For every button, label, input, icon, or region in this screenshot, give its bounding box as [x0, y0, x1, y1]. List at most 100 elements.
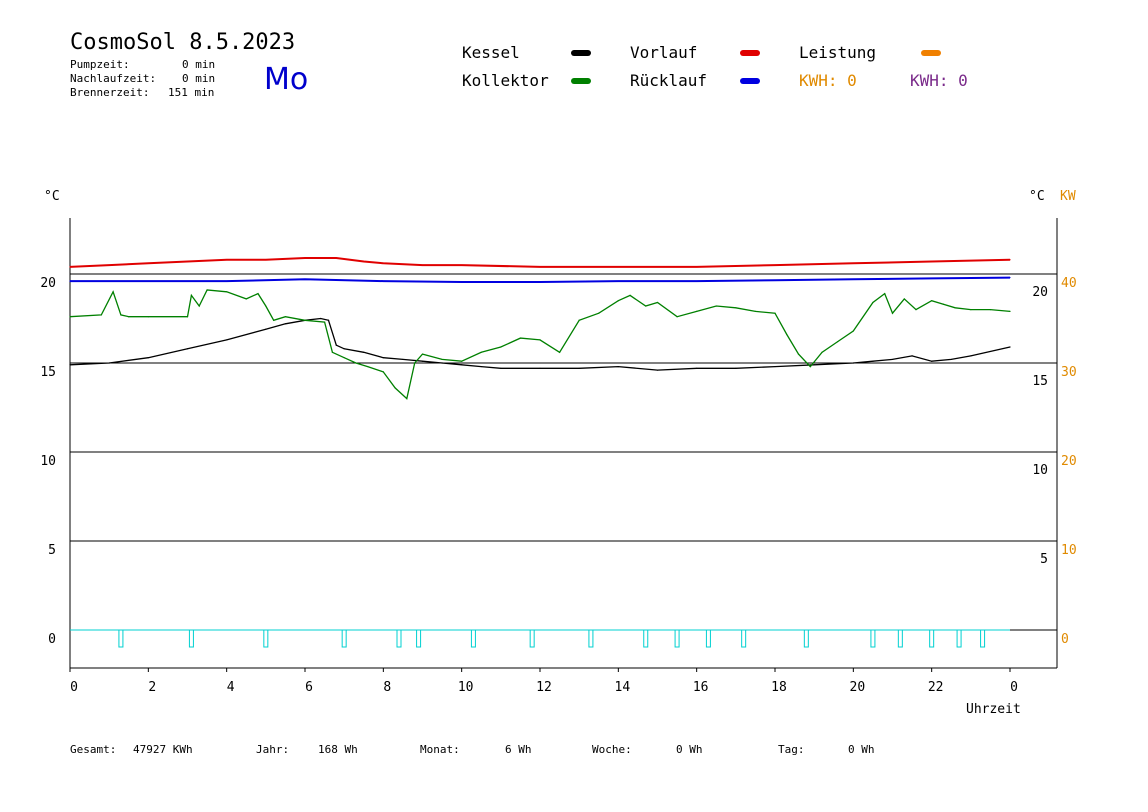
- pump-time-label: Pumpzeit:: [70, 58, 130, 71]
- series-point: [735, 367, 737, 369]
- series-point: [645, 305, 647, 307]
- series-point: [629, 294, 631, 296]
- series-point: [69, 316, 71, 318]
- series-leistung-pulse: [529, 629, 535, 648]
- series-point: [108, 264, 110, 266]
- series-leistung-pulse: [897, 629, 903, 648]
- legend-ruecklauf-swatch: [740, 78, 760, 84]
- series-point: [265, 259, 267, 261]
- series-point: [284, 316, 287, 318]
- series-point: [970, 309, 972, 311]
- series-point: [915, 309, 917, 311]
- series-point: [676, 316, 678, 318]
- y-tick-label-kw: 40: [1061, 276, 1077, 291]
- series-point: [970, 355, 972, 357]
- series-point: [128, 316, 130, 318]
- series-point: [872, 301, 874, 304]
- footer-month-label: Monat:: [420, 743, 460, 756]
- series-point: [617, 300, 619, 302]
- series-point: [343, 348, 345, 350]
- footer-total-label: Gesamt:: [70, 743, 117, 756]
- x-tick-label: 6: [305, 680, 313, 695]
- series-point: [852, 330, 854, 332]
- series-point: [335, 257, 337, 259]
- series-point: [715, 305, 717, 307]
- series-point: [500, 367, 502, 369]
- series-leistung-pulse: [341, 629, 347, 648]
- footer-day-label: Tag:: [778, 743, 805, 756]
- series-leistung-pulse: [470, 629, 476, 648]
- series-point: [480, 365, 482, 368]
- footer-year-label: Jahr:: [256, 743, 290, 756]
- series-point: [198, 305, 200, 307]
- series-point: [774, 312, 776, 314]
- series-point: [382, 371, 384, 373]
- series-point: [539, 367, 541, 369]
- series-point: [1009, 259, 1011, 261]
- series-point: [774, 365, 776, 368]
- series-leistung-pulse: [643, 629, 649, 648]
- series-point: [539, 281, 541, 283]
- series-point: [382, 262, 384, 264]
- series-point: [402, 358, 404, 361]
- x-tick-label: 22: [928, 680, 944, 695]
- series-point: [273, 319, 275, 321]
- series-point: [1009, 346, 1011, 348]
- series-point: [414, 362, 416, 364]
- series-point: [461, 281, 463, 283]
- series-point: [327, 319, 330, 321]
- y-tick-label-kw: 30: [1061, 365, 1077, 380]
- series-leistung-pulse: [741, 629, 747, 648]
- series-point: [903, 298, 905, 300]
- y-tick-label-left: 0: [48, 632, 56, 647]
- series-point: [100, 314, 102, 316]
- series-point: [656, 301, 659, 304]
- footer-total-value: 47927 KWh: [133, 743, 193, 756]
- overrun-time-label: Nachlaufzeit:: [70, 72, 157, 85]
- x-tick-label: 12: [536, 680, 552, 695]
- series-line-rcklauf: [70, 276, 1011, 283]
- series-point: [852, 262, 854, 264]
- series-point: [421, 264, 424, 266]
- series-point: [813, 364, 815, 366]
- series-point: [186, 260, 189, 263]
- series-point: [891, 312, 894, 314]
- series-point: [598, 312, 600, 314]
- series-point: [950, 358, 952, 361]
- series-point: [206, 289, 208, 291]
- series-point: [421, 353, 424, 355]
- series-point: [461, 364, 463, 366]
- series-point: [265, 328, 267, 330]
- series-line-kollektor: [69, 289, 1011, 400]
- legend-ruecklauf-label: Rücklauf: [630, 71, 708, 90]
- series-point: [989, 309, 992, 311]
- series-point: [147, 316, 149, 318]
- series-point: [891, 358, 894, 361]
- x-tick-label: 18: [771, 680, 787, 695]
- series-point: [852, 362, 854, 364]
- series-point: [382, 357, 384, 359]
- series-point: [461, 264, 463, 266]
- series-point: [441, 358, 443, 361]
- series-point: [441, 362, 443, 364]
- series-point: [774, 264, 776, 266]
- series-point: [382, 280, 384, 282]
- x-tick-label: 14: [615, 680, 631, 695]
- legend-kessel-label: Kessel: [462, 43, 520, 62]
- series-leistung-pulse: [705, 629, 711, 648]
- series-point: [245, 298, 247, 300]
- series-point: [120, 314, 122, 316]
- series-leistung-pulse: [956, 629, 962, 648]
- series-point: [852, 278, 854, 280]
- y-tick-label-kw: 10: [1061, 543, 1077, 558]
- footer-year-value: 168 Wh: [318, 743, 358, 756]
- y-tick-label-left: 10: [40, 454, 56, 469]
- series-point: [226, 291, 228, 293]
- series-point: [343, 357, 345, 359]
- series-point: [480, 351, 482, 353]
- series-point: [872, 360, 874, 362]
- series-point: [304, 257, 306, 259]
- x-tick-label: 2: [148, 680, 156, 695]
- series-point: [147, 280, 149, 282]
- series-point: [931, 277, 933, 280]
